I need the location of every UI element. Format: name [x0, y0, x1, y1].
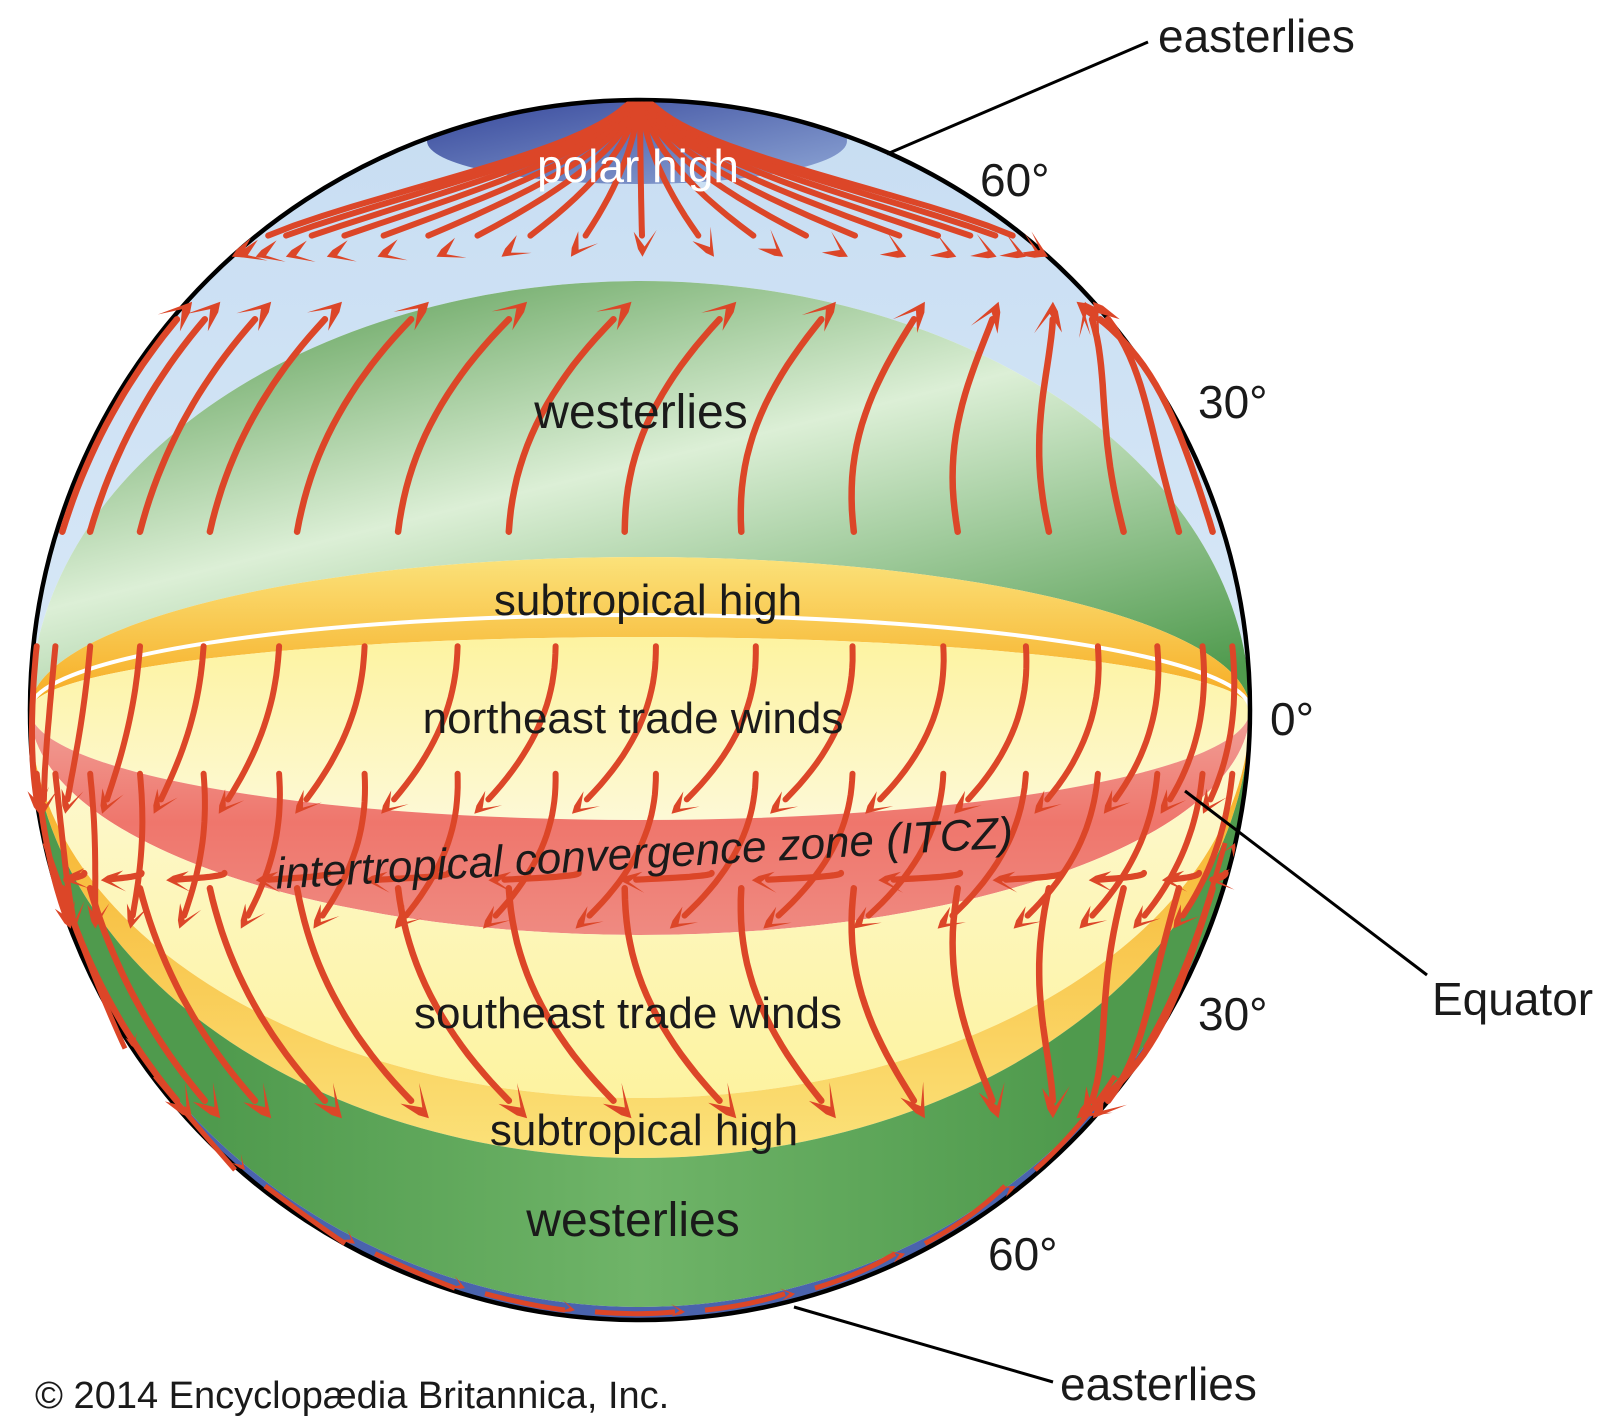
svg-text:easterlies: easterlies: [1060, 1358, 1257, 1410]
svg-text:westerlies: westerlies: [525, 1194, 739, 1247]
svg-text:easterlies: easterlies: [1158, 10, 1355, 62]
svg-text:Equator: Equator: [1432, 973, 1593, 1025]
svg-text:0°: 0°: [1270, 693, 1314, 745]
svg-text:westerlies: westerlies: [533, 386, 747, 439]
svg-text:30°: 30°: [1198, 376, 1268, 428]
svg-text:subtropical high: subtropical high: [490, 1106, 798, 1155]
svg-text:polar high: polar high: [537, 140, 739, 192]
svg-text:30°: 30°: [1198, 988, 1268, 1040]
svg-text:© 2014 Encyclopædia Britannica: © 2014 Encyclopædia Britannica, Inc.: [35, 1375, 669, 1417]
svg-text:subtropical high: subtropical high: [494, 576, 802, 625]
svg-text:60°: 60°: [980, 154, 1050, 206]
svg-text:northeast trade winds: northeast trade winds: [423, 694, 844, 743]
svg-text:60°: 60°: [988, 1228, 1058, 1280]
svg-text:southeast trade winds: southeast trade winds: [414, 989, 842, 1038]
